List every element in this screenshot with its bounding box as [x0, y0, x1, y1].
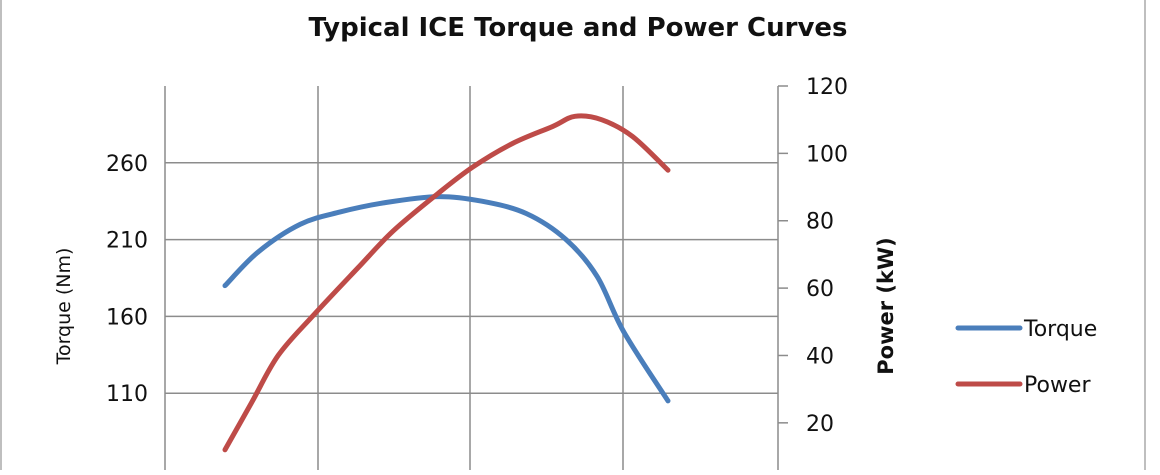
y-right-axis-label: Power (kW)	[874, 237, 898, 374]
legend: Torque Power	[955, 317, 1097, 398]
y-right-tick-label: 20	[806, 412, 834, 437]
y-left-tick-label: 110	[106, 382, 148, 407]
y-left-tick-label: 210	[106, 229, 148, 254]
axes: 110 160 210 260 20 40 60 80 100 120	[106, 75, 848, 470]
y-right-tick-label: 40	[806, 344, 834, 369]
y-right-tick-label: 100	[806, 142, 848, 167]
legend-label-power: Power	[1024, 373, 1091, 398]
legend-label-torque: Torque	[1023, 317, 1097, 342]
y-left-tick-label: 260	[106, 152, 148, 177]
series-line-power	[222, 113, 671, 453]
y-left-axis-label: Torque (Nm)	[53, 248, 75, 366]
series-line-torque	[222, 194, 671, 404]
y-right-tick-label: 80	[806, 210, 834, 235]
y-right-tick-label: 120	[806, 75, 848, 100]
gridlines	[164, 86, 778, 470]
series-group	[222, 113, 671, 453]
y-left-tick-label: 160	[106, 305, 148, 330]
y-right-tick-label: 60	[806, 277, 834, 302]
chart-title: Typical ICE Torque and Power Curves	[308, 13, 847, 43]
